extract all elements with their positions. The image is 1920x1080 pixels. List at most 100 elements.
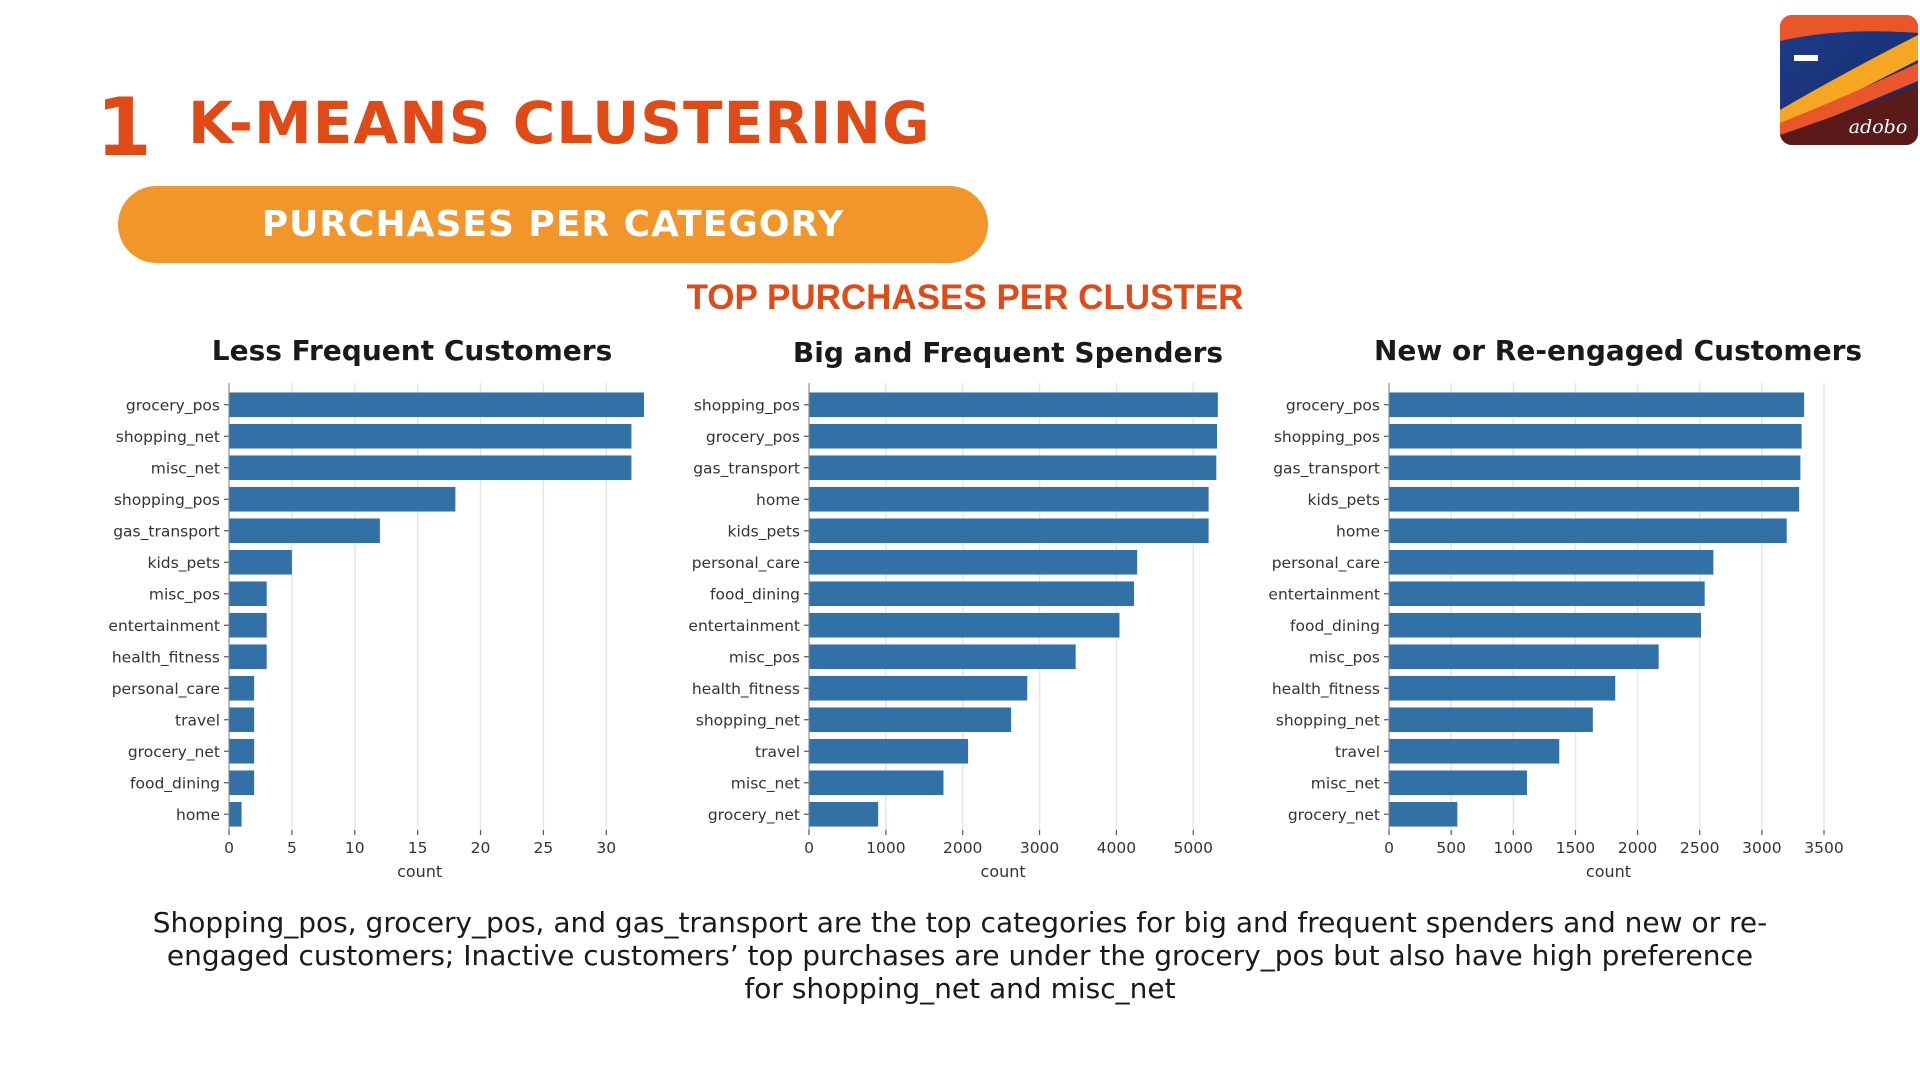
bar xyxy=(229,581,267,607)
x-tick-label: 20 xyxy=(471,839,491,857)
category-label: misc_net xyxy=(731,774,800,793)
category-label: home xyxy=(176,806,220,824)
bar xyxy=(229,675,255,701)
adobo-logo-icon: adobo xyxy=(1780,15,1918,145)
x-tick-label: 30 xyxy=(596,839,616,857)
x-tick-label: 1000 xyxy=(866,839,905,857)
category-label: grocery_pos xyxy=(126,396,220,415)
chart-3: 0 500 1000 1500 2000 2500 3000 3500 grocery_poss… xyxy=(1268,383,1844,881)
category-label: health_fitness xyxy=(112,648,220,667)
bar xyxy=(229,738,255,764)
chart-title-1: Less Frequent Customers xyxy=(211,334,613,367)
category-label: food_dining xyxy=(710,585,800,604)
bar xyxy=(809,518,1209,544)
bar xyxy=(1389,455,1801,481)
bar xyxy=(1389,518,1787,544)
category-label: personal_care xyxy=(1272,554,1380,573)
bar xyxy=(229,707,255,733)
category-label: grocery_pos xyxy=(1286,396,1380,415)
chart-title-3: New or Re-engaged Customers xyxy=(1373,334,1863,367)
x-tick-label: 1500 xyxy=(1556,839,1595,857)
x-tick-label: 2000 xyxy=(1618,839,1657,857)
category-label: gas_transport xyxy=(1273,459,1380,478)
x-tick-label: 15 xyxy=(408,839,428,857)
category-label: personal_care xyxy=(112,680,220,699)
bar xyxy=(1389,644,1659,670)
bar xyxy=(229,518,380,544)
x-tick-label: 0 xyxy=(804,839,814,857)
bar xyxy=(1389,549,1714,575)
bar xyxy=(1389,770,1527,796)
category-label: shopping_net xyxy=(696,711,800,730)
category-label: shopping_pos xyxy=(1274,428,1380,447)
category-label: grocery_pos xyxy=(706,428,800,447)
category-label: gas_transport xyxy=(113,522,220,541)
slide-number: 1 xyxy=(96,81,152,174)
category-label: shopping_net xyxy=(1276,711,1380,730)
category-label: kids_pets xyxy=(148,554,220,573)
x-tick-label: 25 xyxy=(534,839,554,857)
category-label: entertainment xyxy=(1268,585,1380,603)
bar xyxy=(1389,738,1560,764)
section-pill-label: PURCHASES PER CATEGORY xyxy=(261,204,845,245)
chart-2: 0 1000 2000 3000 4000 5000 shopping_posgrocery… xyxy=(688,383,1218,881)
adobo-logo: adobo xyxy=(1780,15,1918,145)
category-label: kids_pets xyxy=(728,522,800,541)
section-pill: PURCHASES PER CATEGORY xyxy=(118,186,988,263)
chart-title-2: Big and Frequent Spenders xyxy=(792,336,1224,369)
bar xyxy=(809,707,1012,733)
x-tick-label: 1000 xyxy=(1494,839,1533,857)
category-label: misc_net xyxy=(151,459,220,478)
bar xyxy=(1389,675,1616,701)
category-label: travel xyxy=(175,711,220,729)
bar xyxy=(1389,486,1800,512)
slide-title: K-MEANS CLUSTERING xyxy=(188,89,931,157)
bar xyxy=(809,423,1218,449)
category-label: misc_pos xyxy=(149,585,220,604)
category-label: misc_pos xyxy=(1309,648,1380,667)
x-tick-label: 3000 xyxy=(1020,839,1059,857)
bar xyxy=(1389,392,1805,418)
x-tick-label: 5 xyxy=(287,839,297,857)
x-tick-label: 2500 xyxy=(1680,839,1719,857)
category-label: travel xyxy=(1335,743,1380,761)
bar xyxy=(809,549,1138,575)
category-label: health_fitness xyxy=(1272,680,1380,699)
category-label: grocery_net xyxy=(128,743,220,762)
category-label: home xyxy=(756,491,800,509)
category-label: entertainment xyxy=(688,617,800,635)
category-label: food_dining xyxy=(1290,617,1380,636)
chart-heading: TOP PURCHASES PER CLUSTER xyxy=(686,278,1244,317)
category-label: kids_pets xyxy=(1308,491,1380,510)
x-tick-label: 4000 xyxy=(1097,839,1136,857)
logo-text: adobo xyxy=(1849,116,1908,138)
category-label: shopping_pos xyxy=(694,396,800,415)
category-label: shopping_net xyxy=(116,428,220,447)
category-label: home xyxy=(1336,522,1380,540)
category-label: personal_care xyxy=(692,554,800,573)
x-tick-label: 3000 xyxy=(1742,839,1781,857)
bar xyxy=(809,455,1217,481)
category-label: grocery_net xyxy=(1288,806,1380,825)
x-axis-label: count xyxy=(981,862,1026,881)
x-tick-label: 5000 xyxy=(1174,839,1213,857)
x-axis-label: count xyxy=(397,862,442,881)
category-label: entertainment xyxy=(108,617,220,635)
category-label: misc_net xyxy=(1311,774,1380,793)
bar xyxy=(229,612,267,638)
bar xyxy=(229,549,292,575)
x-tick-label: 10 xyxy=(345,839,365,857)
x-tick-label: 2000 xyxy=(943,839,982,857)
bar xyxy=(809,644,1076,670)
category-label: gas_transport xyxy=(693,459,800,478)
bar xyxy=(1389,707,1593,733)
bar xyxy=(809,675,1028,701)
bar xyxy=(809,581,1135,607)
x-tick-label: 0 xyxy=(224,839,234,857)
bar xyxy=(1389,612,1701,638)
x-tick-label: 0 xyxy=(1384,839,1394,857)
bar xyxy=(809,801,879,827)
category-label: shopping_pos xyxy=(114,491,220,510)
x-tick-label: 3500 xyxy=(1804,839,1843,857)
